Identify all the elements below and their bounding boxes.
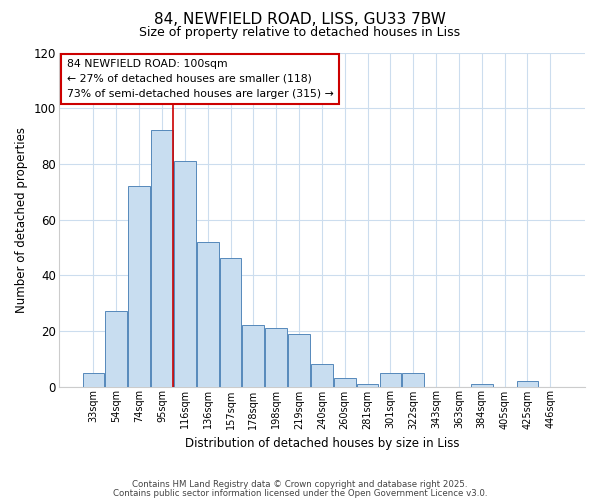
Bar [174,161,196,386]
Bar [83,372,104,386]
Y-axis label: Number of detached properties: Number of detached properties [15,126,28,312]
Bar [403,372,424,386]
Text: Size of property relative to detached houses in Liss: Size of property relative to detached ho… [139,26,461,39]
Bar [517,381,538,386]
Bar [265,328,287,386]
Text: Contains public sector information licensed under the Open Government Licence v3: Contains public sector information licen… [113,488,487,498]
Bar [288,334,310,386]
Bar [242,326,264,386]
Bar [311,364,333,386]
Bar [471,384,493,386]
Text: Contains HM Land Registry data © Crown copyright and database right 2025.: Contains HM Land Registry data © Crown c… [132,480,468,489]
Bar [197,242,218,386]
X-axis label: Distribution of detached houses by size in Liss: Distribution of detached houses by size … [185,437,459,450]
Bar [334,378,356,386]
Bar [128,186,150,386]
Text: 84 NEWFIELD ROAD: 100sqm
← 27% of detached houses are smaller (118)
73% of semi-: 84 NEWFIELD ROAD: 100sqm ← 27% of detach… [67,59,334,99]
Bar [220,258,241,386]
Bar [151,130,173,386]
Bar [356,384,379,386]
Bar [106,312,127,386]
Bar [380,372,401,386]
Text: 84, NEWFIELD ROAD, LISS, GU33 7BW: 84, NEWFIELD ROAD, LISS, GU33 7BW [154,12,446,28]
